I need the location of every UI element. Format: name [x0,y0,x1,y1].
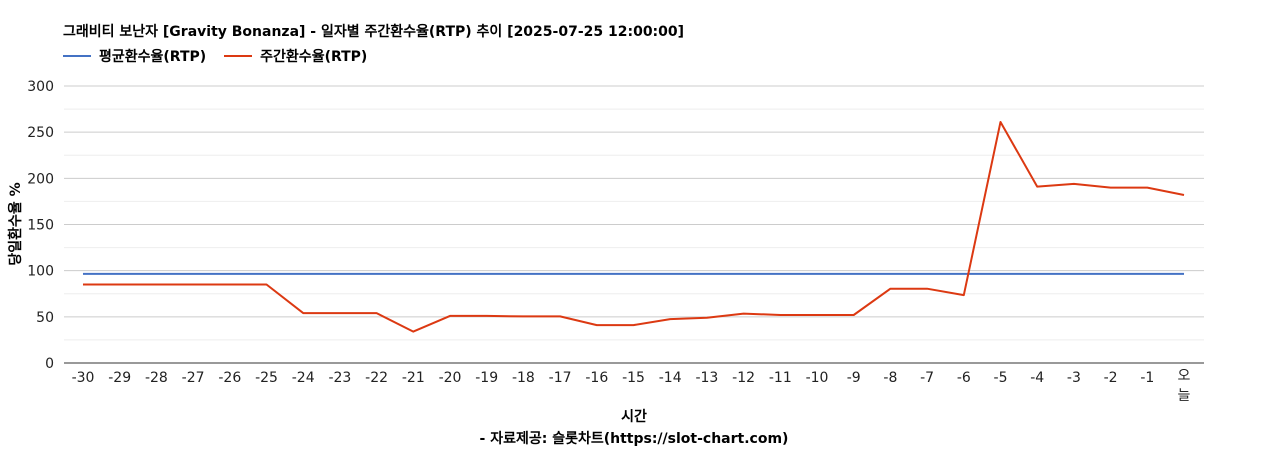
source-credit: - 자료제공: 슬롯차트(https://slot-chart.com) [479,431,789,447]
x-tick-label: -17 [549,370,572,386]
x-tick-label: -4 [1030,370,1044,386]
chart-title: 그래비티 보난자 [Gravity Bonanza] - 일자별 주간환수율(R… [63,24,685,40]
x-tick-label: -3 [1067,370,1081,386]
x-tick-label: -19 [475,370,498,386]
x-tick-label: -10 [806,370,829,386]
x-tick-label: -22 [365,370,388,386]
x-tick-label: -7 [920,370,934,386]
x-tick-label: -2 [1104,370,1118,386]
x-tick-label: -9 [847,370,861,386]
x-tick-label: -5 [994,370,1008,386]
x-tick-label: -6 [957,370,971,386]
y-tick-label: 0 [45,356,54,372]
series-line-weekly [83,121,1185,333]
legend-label-average: 평균환수율(RTP) [99,49,207,65]
x-tick-label: -29 [108,370,131,386]
x-tick-label: -11 [769,370,792,386]
x-tick-label: -16 [585,370,608,386]
legend-item-weekly[interactable]: 주간환수율(RTP) [224,46,367,66]
x-tick-label: -23 [328,370,351,386]
x-tick-label: -15 [622,370,645,386]
legend-label-weekly: 주간환수율(RTP) [260,49,368,65]
legend-swatch-weekly [224,55,253,57]
x-tick-label: -30 [72,370,95,386]
y-tick-label: 200 [27,171,54,187]
x-tick-label: -13 [695,370,718,386]
x-tick-label: -25 [255,370,278,386]
x-tick-label: -18 [512,370,535,386]
x-axis-title: 시간 [621,408,647,425]
y-axis-title: 당일환수율 % [7,182,24,265]
y-tick-label: 150 [27,218,54,234]
x-tick-label: -28 [145,370,168,386]
x-tick-label: -14 [659,370,682,386]
legend-item-average[interactable]: 평균환수율(RTP) [63,46,206,66]
x-tick-label: -24 [292,370,315,386]
x-tick-label: -27 [182,370,205,386]
x-tick-label: -12 [732,370,755,386]
x-tick-label: -8 [883,370,897,386]
legend: 평균환수율(RTP) 주간환수율(RTP) [63,46,385,66]
y-tick-label: 50 [36,310,54,326]
legend-swatch-average [63,55,91,57]
x-tick-label: -21 [402,370,425,386]
x-tick-label: -20 [439,370,462,386]
x-tick-label: -26 [218,370,241,386]
y-tick-label: 250 [27,125,54,141]
y-tick-label: 300 [27,79,54,95]
x-tick-label: -1 [1140,370,1154,386]
y-tick-label: 100 [27,264,54,280]
